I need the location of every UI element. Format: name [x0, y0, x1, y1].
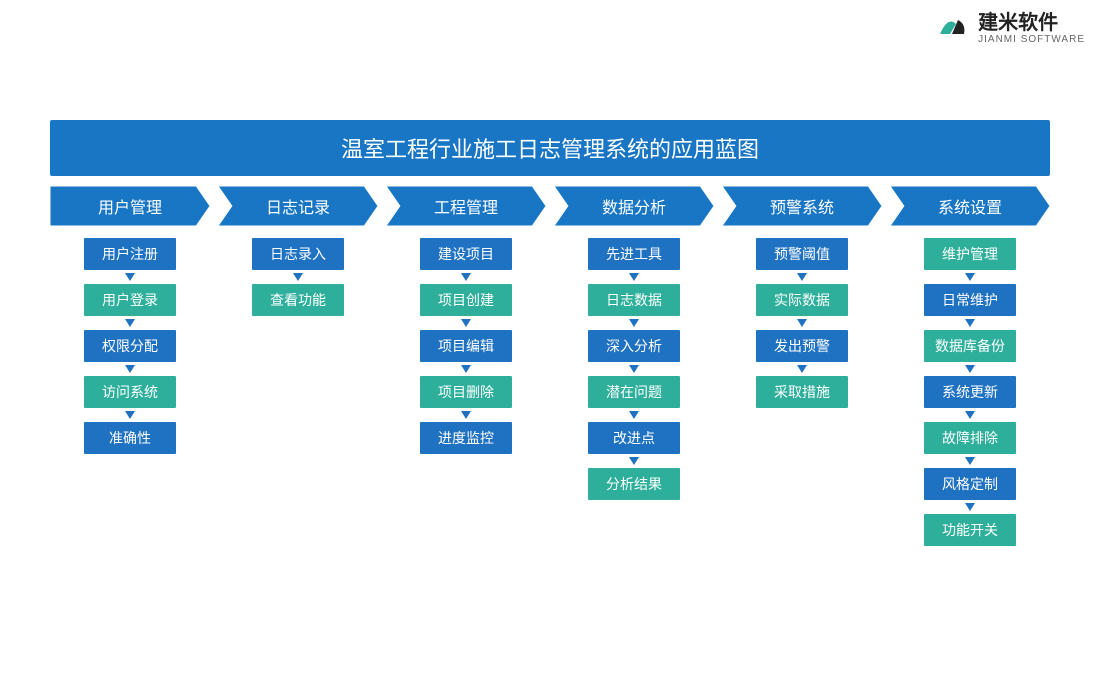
- item-box: 系统更新: [924, 376, 1016, 408]
- item-box: 访问系统: [84, 376, 176, 408]
- item-box: 发出预警: [756, 330, 848, 362]
- column-header-label: 工程管理: [434, 194, 498, 218]
- column-header-label: 预警系统: [770, 194, 834, 218]
- arrow-down-icon: [965, 503, 975, 511]
- arrow-down-icon: [461, 411, 471, 419]
- item-flow: 维护管理日常维护数据库备份系统更新故障排除风格定制功能开关: [924, 238, 1016, 546]
- item-box: 项目编辑: [420, 330, 512, 362]
- arrow-down-icon: [629, 365, 639, 373]
- column-header-label: 用户管理: [98, 194, 162, 218]
- item-box: 日志录入: [252, 238, 344, 270]
- item-flow: 建设项目项目创建项目编辑项目删除进度监控: [420, 238, 512, 454]
- item-box: 潜在问题: [588, 376, 680, 408]
- item-box: 权限分配: [84, 330, 176, 362]
- item-box: 日志数据: [588, 284, 680, 316]
- arrow-down-icon: [125, 319, 135, 327]
- item-flow: 预警阈值实际数据发出预警采取措施: [756, 238, 848, 408]
- item-box: 维护管理: [924, 238, 1016, 270]
- item-box: 预警阈值: [756, 238, 848, 270]
- logo-text-cn: 建米软件: [978, 12, 1085, 34]
- item-box: 采取措施: [756, 376, 848, 408]
- item-box: 进度监控: [420, 422, 512, 454]
- arrow-down-icon: [965, 365, 975, 373]
- column-header-label: 数据分析: [602, 194, 666, 218]
- arrow-down-icon: [629, 457, 639, 465]
- column-2: 工程管理建设项目项目创建项目编辑项目删除进度监控: [386, 186, 546, 546]
- item-box: 项目删除: [420, 376, 512, 408]
- item-box: 数据库备份: [924, 330, 1016, 362]
- column-header: 工程管理: [386, 186, 546, 226]
- item-box: 用户注册: [84, 238, 176, 270]
- item-box: 准确性: [84, 422, 176, 454]
- arrow-down-icon: [461, 273, 471, 281]
- arrow-down-icon: [293, 273, 303, 281]
- item-box: 功能开关: [924, 514, 1016, 546]
- item-box: 实际数据: [756, 284, 848, 316]
- item-flow: 用户注册用户登录权限分配访问系统准确性: [84, 238, 176, 454]
- column-4: 预警系统预警阈值实际数据发出预警采取措施: [722, 186, 882, 546]
- column-1: 日志记录日志录入查看功能: [218, 186, 378, 546]
- arrow-down-icon: [125, 273, 135, 281]
- item-box: 先进工具: [588, 238, 680, 270]
- item-box: 建设项目: [420, 238, 512, 270]
- column-header: 预警系统: [722, 186, 882, 226]
- item-box: 故障排除: [924, 422, 1016, 454]
- column-header: 日志记录: [218, 186, 378, 226]
- main-title: 温室工程行业施工日志管理系统的应用蓝图: [50, 120, 1050, 176]
- column-5: 系统设置维护管理日常维护数据库备份系统更新故障排除风格定制功能开关: [890, 186, 1050, 546]
- arrow-down-icon: [797, 319, 807, 327]
- arrow-down-icon: [965, 457, 975, 465]
- logo-text-en: JIANMI SOFTWARE: [978, 34, 1085, 45]
- item-box: 查看功能: [252, 284, 344, 316]
- arrow-down-icon: [797, 273, 807, 281]
- column-0: 用户管理用户注册用户登录权限分配访问系统准确性: [50, 186, 210, 546]
- arrow-down-icon: [461, 319, 471, 327]
- column-3: 数据分析先进工具日志数据深入分析潜在问题改进点分析结果: [554, 186, 714, 546]
- item-flow: 日志录入查看功能: [252, 238, 344, 316]
- arrow-down-icon: [125, 411, 135, 419]
- diagram-content: 温室工程行业施工日志管理系统的应用蓝图 用户管理用户注册用户登录权限分配访问系统…: [50, 120, 1050, 546]
- arrow-down-icon: [629, 411, 639, 419]
- item-box: 项目创建: [420, 284, 512, 316]
- item-box: 用户登录: [84, 284, 176, 316]
- item-box: 日常维护: [924, 284, 1016, 316]
- item-box: 深入分析: [588, 330, 680, 362]
- arrow-down-icon: [629, 319, 639, 327]
- item-box: 风格定制: [924, 468, 1016, 500]
- item-flow: 先进工具日志数据深入分析潜在问题改进点分析结果: [588, 238, 680, 500]
- column-header-label: 日志记录: [266, 194, 330, 218]
- column-container: 用户管理用户注册用户登录权限分配访问系统准确性日志记录日志录入查看功能工程管理建…: [50, 186, 1050, 546]
- arrow-down-icon: [125, 365, 135, 373]
- column-header: 数据分析: [554, 186, 714, 226]
- arrow-down-icon: [965, 411, 975, 419]
- column-header: 系统设置: [890, 186, 1050, 226]
- logo-icon: [934, 10, 970, 46]
- brand-logo: 建米软件 JIANMI SOFTWARE: [934, 10, 1085, 46]
- arrow-down-icon: [797, 365, 807, 373]
- arrow-down-icon: [461, 365, 471, 373]
- column-header-label: 系统设置: [938, 194, 1002, 218]
- arrow-down-icon: [629, 273, 639, 281]
- item-box: 改进点: [588, 422, 680, 454]
- arrow-down-icon: [965, 273, 975, 281]
- item-box: 分析结果: [588, 468, 680, 500]
- column-header: 用户管理: [50, 186, 210, 226]
- arrow-down-icon: [965, 319, 975, 327]
